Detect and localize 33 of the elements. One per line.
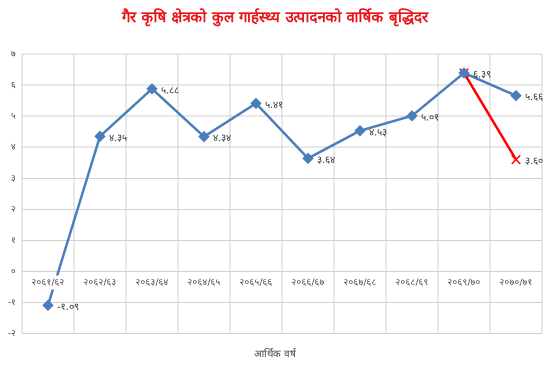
y-tick-label: ६: [10, 80, 16, 90]
x-tick-label: २०६१/६२: [31, 278, 65, 288]
x-tick-label: २०७०/७१: [499, 278, 533, 288]
chart-title: गैर कृषि क्षेत्रको कुल गार्हस्थ्य उत्पादनको वार्षिक बृद्धिदर: [120, 7, 430, 26]
data-label: ३.६४: [317, 154, 336, 166]
x-tick-label: २०६३/६४: [135, 278, 169, 288]
data-label: ६.३९: [473, 70, 492, 81]
x-axis-title: आर्थिक वर्ष: [252, 347, 298, 360]
y-tick-label: ०: [10, 266, 16, 276]
data-label: ४.५३: [369, 127, 388, 138]
x-tick-label: २०६८/६९: [395, 278, 429, 288]
y-tick-label: २: [10, 204, 16, 214]
y-tick-label: -२: [8, 328, 16, 338]
y-tick-label: ३: [10, 172, 16, 183]
data-label: ३.६०: [525, 156, 544, 168]
x-tick-label: २०६६/६७: [291, 278, 325, 288]
data-label: ५.०१: [421, 112, 440, 124]
data-label: ४.३४: [213, 133, 232, 144]
data-label: -१.०९: [56, 302, 79, 313]
x-tick-label: २०६९/७०: [447, 278, 481, 288]
x-tick-label: २०६४/६५: [187, 278, 221, 288]
x-tick-label: २०६२/६३: [83, 278, 117, 288]
x-tick-label: २०६५/६६: [239, 278, 273, 288]
y-tick-label: ४: [10, 142, 16, 152]
y-tick-label: ५: [10, 110, 16, 121]
data-label: ५.६६: [525, 92, 544, 104]
data-label: ५.८८: [161, 85, 180, 96]
y-tick-label: -१: [8, 297, 16, 308]
x-tick-label: २०६७/६८: [343, 278, 377, 288]
data-label: ५.४१: [265, 100, 284, 111]
y-tick-label: १: [10, 234, 16, 245]
y-tick-label: ७: [10, 48, 16, 58]
data-label: ४.३५: [109, 132, 128, 144]
